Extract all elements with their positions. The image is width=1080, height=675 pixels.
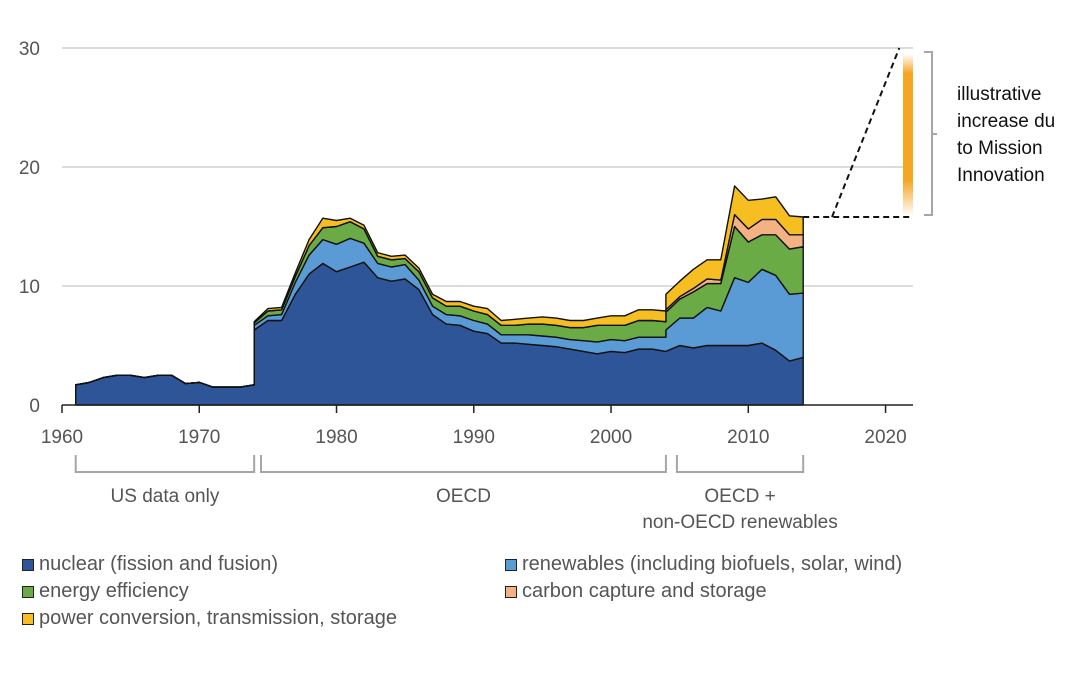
- x-tick-label: 2010: [727, 427, 769, 448]
- annotation: illustrative increase du to Mission Innovat…: [903, 51, 1055, 216]
- y-tick-label: 10: [19, 277, 40, 298]
- legend-item-power-conversion: power conversion, transmission, storage: [22, 607, 397, 630]
- region-bracket: [675, 455, 805, 473]
- annotation-text: illustrative: [957, 84, 1041, 105]
- region-label: US data only: [111, 486, 220, 507]
- legend-item-ccs: carbon capture and storage: [505, 580, 767, 603]
- x-tick-label: 2020: [864, 427, 906, 448]
- annotation-bracket: [924, 51, 937, 216]
- x-tick-label: 1970: [178, 427, 220, 448]
- region-bracket: [74, 455, 256, 473]
- y-tick-label: 20: [19, 158, 40, 179]
- legend-swatch: [22, 558, 34, 571]
- legend-item-renewables: renewables (including biofuels, solar, w…: [505, 553, 902, 576]
- x-tick-label: 2000: [590, 427, 632, 448]
- region-label: non-OECD renewables: [642, 512, 837, 533]
- legend-swatch: [505, 558, 517, 571]
- increase-bar: [903, 54, 913, 216]
- area-power: [75, 185, 804, 388]
- legend-label: energy efficiency: [39, 580, 189, 602]
- y-tick-label: 0: [29, 396, 40, 417]
- x-axis: [61, 404, 913, 413]
- legend-item-nuclear: nuclear (fission and fusion): [22, 553, 278, 576]
- legend-label: nuclear (fission and fusion): [39, 553, 279, 575]
- y-tick-label: 30: [19, 39, 40, 60]
- projection-lines: [803, 47, 913, 218]
- legend-label: renewables (including biofuels, solar, w…: [522, 553, 903, 575]
- projection-rise-line: [831, 47, 901, 218]
- legend-label: carbon capture and storage: [522, 580, 767, 602]
- x-tick-labels: 1960 1970 1980 1990 2000 2010 2020: [41, 427, 907, 448]
- y-tick-labels: 0 10 20 30: [19, 39, 40, 417]
- region-label: OECD: [436, 486, 491, 507]
- annotation-text: increase du: [957, 111, 1055, 132]
- region-brackets: US data only OECD OECD + non-OECD renewable…: [74, 455, 838, 533]
- x-tick-label: 1980: [315, 427, 357, 448]
- legend-label: power conversion, transmission, storage: [39, 607, 397, 629]
- stacked-areas: [75, 185, 804, 406]
- region-bracket: [260, 455, 667, 473]
- region-label: OECD +: [704, 486, 775, 507]
- legend-swatch: [22, 585, 34, 598]
- x-tick-label: 1960: [41, 427, 83, 448]
- legend-swatch: [22, 612, 34, 625]
- x-tick-label: 1990: [453, 427, 495, 448]
- legend-item-energy-efficiency: energy efficiency: [22, 580, 189, 603]
- annotation-text: Innovation: [957, 165, 1045, 186]
- legend-swatch: [505, 585, 517, 598]
- annotation-text: to Mission: [957, 138, 1043, 159]
